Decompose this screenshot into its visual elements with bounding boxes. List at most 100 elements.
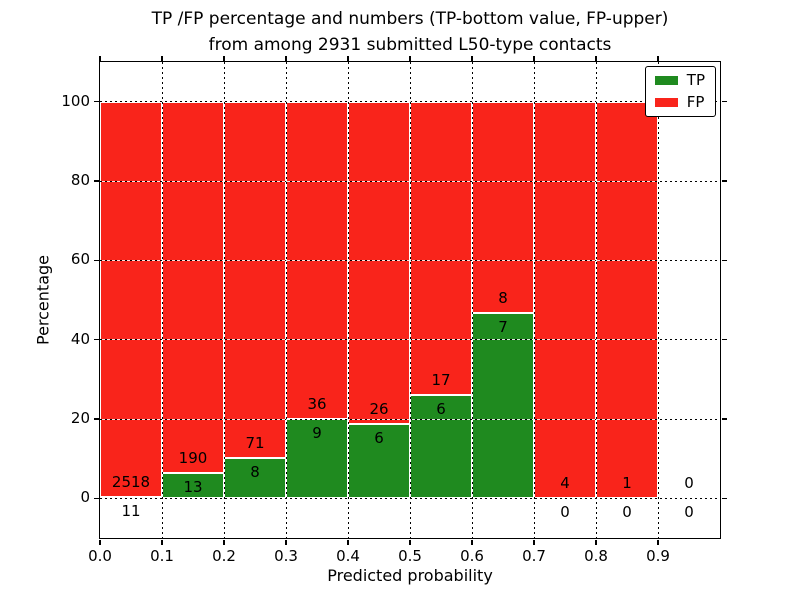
bar-fp-segment bbox=[596, 101, 658, 499]
x-tick-mark-top bbox=[285, 55, 287, 61]
x-tick-label: 0.1 bbox=[150, 547, 174, 565]
gridline-x bbox=[471, 62, 473, 538]
x-tick-label: 0.2 bbox=[212, 547, 236, 565]
chart-title: TP /FP percentage and numbers (TP-bottom… bbox=[100, 6, 720, 58]
bar-tp-segment bbox=[286, 419, 348, 499]
y-tick-mark-right bbox=[721, 180, 727, 182]
gridline-x bbox=[347, 62, 349, 538]
bar-fp-count-label: 190 bbox=[178, 448, 208, 467]
x-tick-label: 0.0 bbox=[88, 547, 112, 565]
x-tick-mark-top bbox=[657, 55, 659, 61]
bar-fp-segment bbox=[348, 101, 410, 424]
legend-swatch-fp-icon bbox=[654, 98, 678, 107]
bar-tp-count-label: 13 bbox=[183, 477, 203, 496]
y-tick-label: 60 bbox=[70, 250, 90, 269]
bar-fp-count-label: 4 bbox=[560, 474, 570, 493]
x-tick-mark-top bbox=[347, 55, 349, 61]
chart-title-line2: from among 2931 submitted L50-type conta… bbox=[208, 35, 612, 55]
y-tick-mark-right bbox=[721, 259, 727, 262]
bar-fp-segment bbox=[534, 101, 596, 499]
x-tick-mark-top bbox=[223, 55, 225, 61]
y-tick-mark bbox=[93, 418, 99, 420]
bar-fp-count-label: 2518 bbox=[111, 472, 151, 491]
legend: TP FP bbox=[644, 66, 716, 117]
legend-swatch-tp-icon bbox=[654, 76, 678, 85]
bar-tp-count-label: 11 bbox=[121, 501, 141, 520]
x-tick-mark-top bbox=[595, 55, 597, 61]
plot-area: TP FP 0.0 0.1 0.2 0.3 0.4 0.5 0.6 0.7 0.8 0.9 0 20 4… bbox=[61, 55, 727, 565]
y-tick-label: 40 bbox=[70, 329, 90, 348]
y-tick-mark bbox=[93, 497, 99, 500]
bar-fp-count-label: 8 bbox=[498, 289, 508, 308]
bar-tp-segment bbox=[410, 394, 472, 499]
gridline-x bbox=[285, 62, 287, 538]
bar-fp-segment bbox=[224, 101, 286, 459]
x-tick-mark bbox=[471, 539, 473, 545]
x-tick-mark-top bbox=[533, 55, 535, 61]
chart-title-line1: TP /FP percentage and numbers (TP-bottom… bbox=[151, 9, 669, 29]
y-tick-mark-right bbox=[721, 338, 727, 341]
y-tick-mark bbox=[93, 180, 99, 182]
gridline-x bbox=[595, 62, 597, 538]
bar-fp-count-label: 1 bbox=[622, 474, 632, 493]
gridline-x bbox=[409, 62, 411, 538]
x-tick-mark bbox=[285, 539, 287, 545]
y-tick-label: 20 bbox=[70, 409, 90, 427]
x-tick-mark bbox=[409, 539, 411, 545]
bar-tp-segment bbox=[348, 423, 410, 499]
x-tick-mark bbox=[595, 539, 597, 545]
bar-fp-segment bbox=[162, 101, 224, 473]
x-tick-mark bbox=[533, 539, 535, 545]
y-tick-label: 80 bbox=[70, 171, 90, 189]
bar-fp-segment bbox=[472, 101, 534, 314]
y-tick-mark bbox=[93, 100, 99, 103]
y-tick-label: 100 bbox=[61, 91, 90, 110]
x-tick-mark bbox=[223, 539, 225, 545]
x-tick-mark-top bbox=[161, 55, 163, 61]
x-axis-label: Predicted probability bbox=[327, 566, 493, 585]
bar-tp-count-label: 0 bbox=[684, 503, 694, 522]
bar-tp-count-label: 0 bbox=[622, 503, 632, 522]
bar-fp-segment bbox=[410, 101, 472, 395]
legend-item-fp: FP bbox=[654, 93, 705, 111]
x-tick-mark bbox=[99, 539, 101, 545]
y-tick-mark bbox=[93, 259, 99, 262]
bar-fp-count-label: 71 bbox=[245, 434, 265, 453]
bar-tp-segment bbox=[472, 313, 534, 499]
y-tick-label: 0 bbox=[80, 488, 90, 507]
gridline-x bbox=[161, 62, 163, 538]
legend-label-tp: TP bbox=[686, 71, 705, 89]
gridline-x bbox=[533, 62, 535, 538]
x-tick-label: 0.5 bbox=[398, 547, 422, 565]
gridline-x bbox=[657, 62, 659, 538]
bar-tp-count-label: 7 bbox=[498, 318, 508, 337]
x-tick-label: 0.6 bbox=[460, 547, 484, 565]
x-tick-mark-top bbox=[409, 55, 411, 61]
bar-tp-count-label: 0 bbox=[560, 503, 570, 522]
x-tick-label: 0.7 bbox=[522, 547, 546, 565]
bar-tp-count-label: 8 bbox=[250, 463, 260, 482]
bar-tp-count-label: 6 bbox=[436, 399, 446, 418]
legend-label-fp: FP bbox=[686, 93, 705, 111]
gridline-x bbox=[223, 62, 225, 538]
bar-fp-count-label: 26 bbox=[369, 399, 389, 418]
bar-fp-count-label: 0 bbox=[684, 474, 694, 493]
y-tick-mark-right bbox=[721, 497, 727, 500]
x-tick-label: 0.3 bbox=[274, 547, 298, 565]
x-tick-label: 0.9 bbox=[646, 547, 670, 565]
x-tick-label: 0.8 bbox=[584, 547, 608, 565]
bar-tp-count-label: 6 bbox=[374, 428, 384, 447]
x-tick-mark-top bbox=[471, 55, 473, 61]
x-tick-mark bbox=[347, 539, 349, 545]
bar-fp-count-label: 17 bbox=[431, 370, 451, 389]
bar-fp-segment bbox=[100, 101, 162, 497]
x-tick-mark bbox=[161, 539, 163, 545]
x-tick-mark bbox=[657, 539, 659, 545]
y-tick-mark bbox=[93, 338, 99, 341]
legend-item-tp: TP bbox=[654, 71, 705, 89]
y-tick-mark-right bbox=[721, 100, 727, 103]
x-tick-mark-top bbox=[99, 55, 101, 61]
y-tick-mark-right bbox=[721, 418, 727, 420]
x-tick-label: 0.4 bbox=[336, 547, 360, 565]
